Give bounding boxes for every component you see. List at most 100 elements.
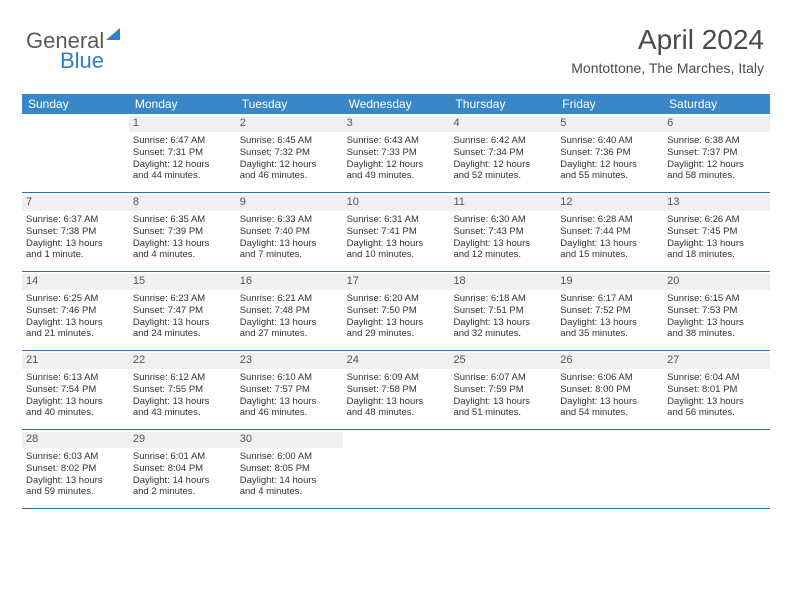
calendar-day-cell: 5Sunrise: 6:40 AMSunset: 7:36 PMDaylight… bbox=[556, 114, 663, 192]
day-info-line: Sunrise: 6:12 AM bbox=[133, 372, 232, 384]
day-info-line: and 43 minutes. bbox=[133, 407, 232, 419]
day-number: 28 bbox=[22, 432, 129, 448]
day-info-line: Sunset: 7:57 PM bbox=[240, 384, 339, 396]
day-info-line: Sunset: 8:05 PM bbox=[240, 463, 339, 475]
location-subtitle: Montottone, The Marches, Italy bbox=[571, 60, 764, 76]
calendar-week-row: 21Sunrise: 6:13 AMSunset: 7:54 PMDayligh… bbox=[22, 351, 770, 430]
weekday-header: Wednesday bbox=[343, 94, 450, 114]
calendar-day-cell: 11Sunrise: 6:30 AMSunset: 7:43 PMDayligh… bbox=[449, 193, 556, 271]
day-info-line: Sunrise: 6:43 AM bbox=[347, 135, 446, 147]
calendar-day-cell: 3Sunrise: 6:43 AMSunset: 7:33 PMDaylight… bbox=[343, 114, 450, 192]
day-number: 7 bbox=[22, 195, 129, 211]
day-info-line: and 58 minutes. bbox=[667, 170, 766, 182]
day-number: 13 bbox=[663, 195, 770, 211]
day-info-line: Daylight: 12 hours bbox=[667, 159, 766, 171]
day-info-line: and 55 minutes. bbox=[560, 170, 659, 182]
calendar-day-cell: 24Sunrise: 6:09 AMSunset: 7:58 PMDayligh… bbox=[343, 351, 450, 429]
calendar-day-cell: 21Sunrise: 6:13 AMSunset: 7:54 PMDayligh… bbox=[22, 351, 129, 429]
day-info-line: Daylight: 13 hours bbox=[453, 238, 552, 250]
day-info-line: Sunset: 7:45 PM bbox=[667, 226, 766, 238]
day-info-line: Daylight: 13 hours bbox=[26, 238, 125, 250]
day-number: 15 bbox=[129, 274, 236, 290]
day-info-line: and 59 minutes. bbox=[26, 486, 125, 498]
day-info-line: Sunrise: 6:15 AM bbox=[667, 293, 766, 305]
calendar-day-cell: 2Sunrise: 6:45 AMSunset: 7:32 PMDaylight… bbox=[236, 114, 343, 192]
calendar-week-row: 7Sunrise: 6:37 AMSunset: 7:38 PMDaylight… bbox=[22, 193, 770, 272]
day-info-line: Sunrise: 6:20 AM bbox=[347, 293, 446, 305]
day-info-line: Sunset: 7:44 PM bbox=[560, 226, 659, 238]
day-info-line: Sunset: 7:55 PM bbox=[133, 384, 232, 396]
day-info-line: Sunrise: 6:10 AM bbox=[240, 372, 339, 384]
day-number: 25 bbox=[449, 353, 556, 369]
weekday-header: Tuesday bbox=[236, 94, 343, 114]
day-info-line: Sunset: 7:50 PM bbox=[347, 305, 446, 317]
calendar-day-cell: 16Sunrise: 6:21 AMSunset: 7:48 PMDayligh… bbox=[236, 272, 343, 350]
calendar-day-cell: 6Sunrise: 6:38 AMSunset: 7:37 PMDaylight… bbox=[663, 114, 770, 192]
calendar-day-cell: 22Sunrise: 6:12 AMSunset: 7:55 PMDayligh… bbox=[129, 351, 236, 429]
day-info-line: Sunrise: 6:26 AM bbox=[667, 214, 766, 226]
day-info-line: Daylight: 13 hours bbox=[26, 396, 125, 408]
day-info-line: Sunset: 7:38 PM bbox=[26, 226, 125, 238]
day-info-line: and 44 minutes. bbox=[133, 170, 232, 182]
day-info-line: Sunrise: 6:23 AM bbox=[133, 293, 232, 305]
calendar-day-cell: 27Sunrise: 6:04 AMSunset: 8:01 PMDayligh… bbox=[663, 351, 770, 429]
calendar-day-cell: 25Sunrise: 6:07 AMSunset: 7:59 PMDayligh… bbox=[449, 351, 556, 429]
calendar-week-row: 14Sunrise: 6:25 AMSunset: 7:46 PMDayligh… bbox=[22, 272, 770, 351]
day-info-line: Daylight: 13 hours bbox=[347, 396, 446, 408]
day-number: 27 bbox=[663, 353, 770, 369]
day-number: 4 bbox=[449, 116, 556, 132]
day-info-line: Sunrise: 6:37 AM bbox=[26, 214, 125, 226]
day-number: 10 bbox=[343, 195, 450, 211]
day-info-line: Sunrise: 6:07 AM bbox=[453, 372, 552, 384]
day-number: 9 bbox=[236, 195, 343, 211]
day-info-line: Sunrise: 6:40 AM bbox=[560, 135, 659, 147]
day-info-line: Sunrise: 6:01 AM bbox=[133, 451, 232, 463]
day-info-line: Sunset: 7:40 PM bbox=[240, 226, 339, 238]
day-info-line: Daylight: 13 hours bbox=[453, 317, 552, 329]
calendar-day-cell: 13Sunrise: 6:26 AMSunset: 7:45 PMDayligh… bbox=[663, 193, 770, 271]
day-info-line: and 4 minutes. bbox=[133, 249, 232, 261]
day-number: 24 bbox=[343, 353, 450, 369]
calendar-day-cell: 15 Sunrise: 6:23 AMSunset: 7:47 PMDayligh… bbox=[129, 272, 236, 350]
calendar-day-cell: 4Sunrise: 6:42 AMSunset: 7:34 PMDaylight… bbox=[449, 114, 556, 192]
day-info-line: Sunrise: 6:17 AM bbox=[560, 293, 659, 305]
day-info-line: Daylight: 13 hours bbox=[347, 238, 446, 250]
day-info-line: Sunrise: 6:13 AM bbox=[26, 372, 125, 384]
calendar-week-row: 28Sunrise: 6:03 AMSunset: 8:02 PMDayligh… bbox=[22, 430, 770, 509]
day-info-line: Daylight: 13 hours bbox=[133, 396, 232, 408]
day-info-line: Sunrise: 6:06 AM bbox=[560, 372, 659, 384]
day-info-line: Daylight: 13 hours bbox=[26, 317, 125, 329]
day-number: 11 bbox=[449, 195, 556, 211]
day-info-line: Sunrise: 6:00 AM bbox=[240, 451, 339, 463]
day-info-line: Sunrise: 6:31 AM bbox=[347, 214, 446, 226]
day-info-line: and 18 minutes. bbox=[667, 249, 766, 261]
day-info-line: Sunset: 8:04 PM bbox=[133, 463, 232, 475]
day-info-line: and 29 minutes. bbox=[347, 328, 446, 340]
day-info-line: Sunset: 7:37 PM bbox=[667, 147, 766, 159]
day-number: 5 bbox=[556, 116, 663, 132]
weekday-header: Saturday bbox=[663, 94, 770, 114]
day-info-line: Sunrise: 6:42 AM bbox=[453, 135, 552, 147]
weekday-header: Thursday bbox=[449, 94, 556, 114]
day-number: 29 bbox=[129, 432, 236, 448]
day-info-line: and 15 minutes. bbox=[560, 249, 659, 261]
day-info-line: and 10 minutes. bbox=[347, 249, 446, 261]
calendar-day-cell: 26Sunrise: 6:06 AMSunset: 8:00 PMDayligh… bbox=[556, 351, 663, 429]
day-info-line: Daylight: 13 hours bbox=[240, 238, 339, 250]
day-info-line: Sunset: 7:52 PM bbox=[560, 305, 659, 317]
day-info-line: Daylight: 13 hours bbox=[453, 396, 552, 408]
day-info-line: Daylight: 14 hours bbox=[240, 475, 339, 487]
day-info-line: Daylight: 13 hours bbox=[133, 317, 232, 329]
calendar-day-cell: 1Sunrise: 6:47 AMSunset: 7:31 PMDaylight… bbox=[129, 114, 236, 192]
calendar-day-cell bbox=[449, 430, 556, 508]
brand-part2: Blue bbox=[60, 48, 104, 74]
day-info-line: Daylight: 12 hours bbox=[133, 159, 232, 171]
day-info-line: Sunrise: 6:45 AM bbox=[240, 135, 339, 147]
day-info-line: Sunset: 7:48 PM bbox=[240, 305, 339, 317]
calendar-day-cell bbox=[343, 430, 450, 508]
day-number: 20 bbox=[663, 274, 770, 290]
day-info-line: Sunset: 7:47 PM bbox=[133, 305, 232, 317]
calendar-day-cell: 17Sunrise: 6:20 AMSunset: 7:50 PMDayligh… bbox=[343, 272, 450, 350]
calendar-day-cell bbox=[663, 430, 770, 508]
day-number: 1 bbox=[129, 116, 236, 132]
